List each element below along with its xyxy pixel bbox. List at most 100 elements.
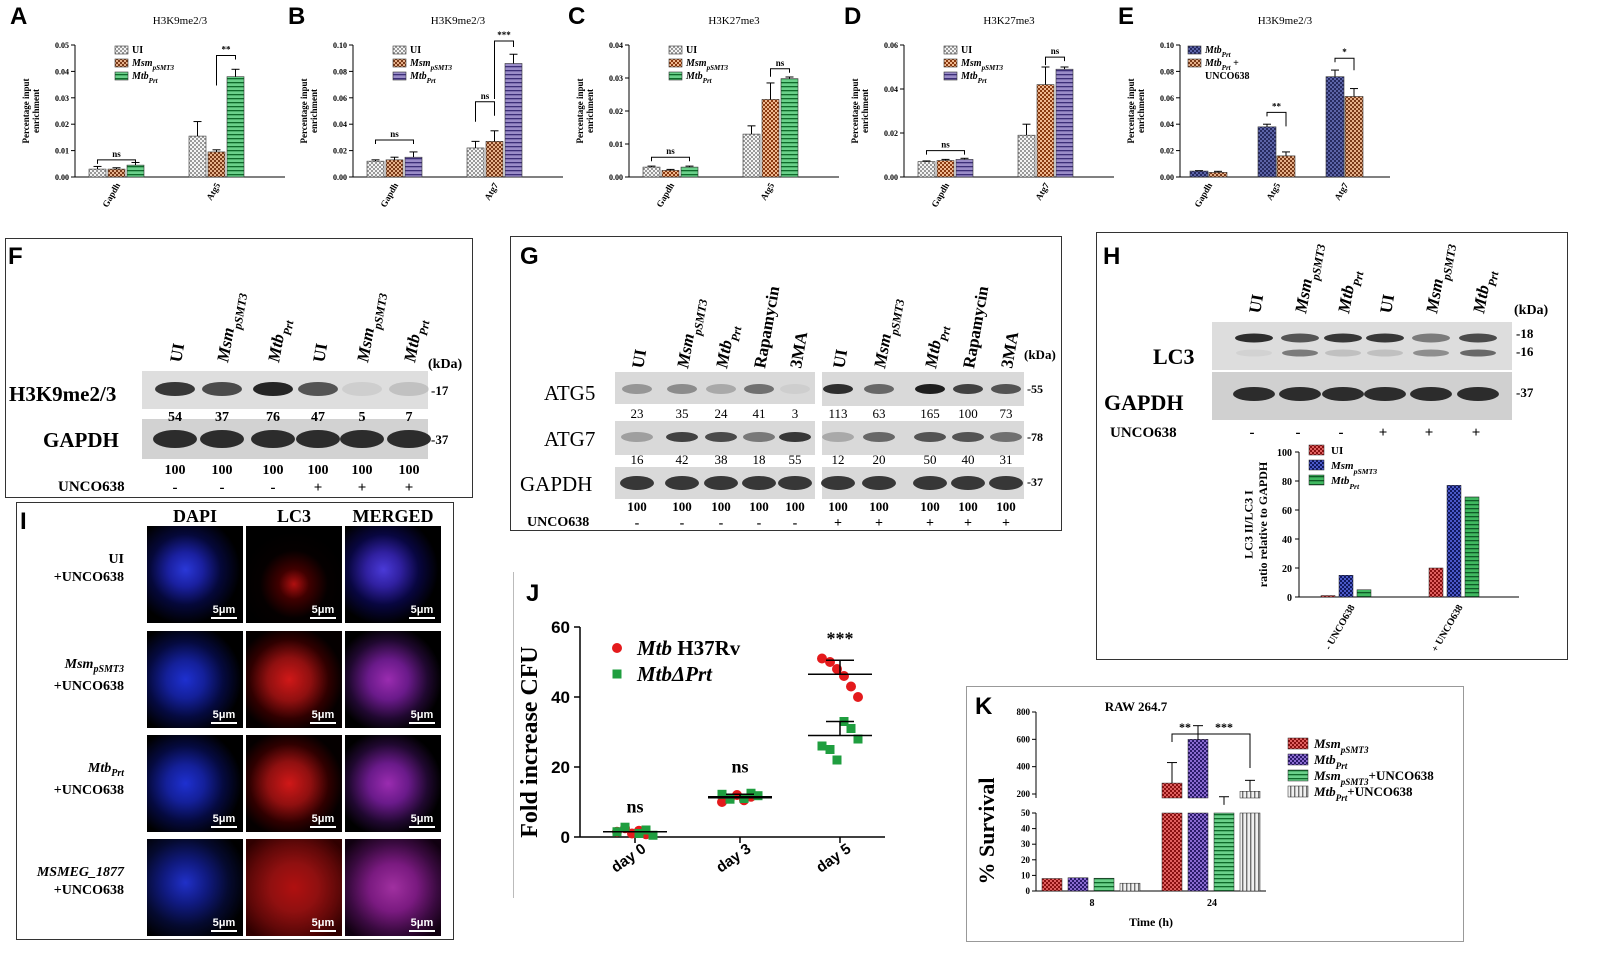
lane-label-text-part: UI (309, 341, 331, 363)
data-point-dprt (641, 825, 651, 835)
densitometry-value: 100 (920, 499, 940, 514)
micrograph: 5μm (246, 839, 342, 936)
g-lane-label: UI (628, 347, 650, 369)
y-tick-label: 800 (1017, 707, 1031, 717)
lane-label-text: MsmpSMT3 (1422, 241, 1459, 317)
scale-bar: 5μm (409, 604, 435, 619)
y-tick-label: 0 (561, 828, 570, 847)
h3k9-band (342, 382, 382, 396)
lc3-ii-band (1325, 349, 1361, 357)
scale-bar: 5μm (211, 709, 237, 724)
significance-bracket (926, 150, 965, 155)
y-tick-label: 0.04 (1160, 120, 1174, 129)
significance-label: *** (827, 629, 854, 649)
micrograph: 5μm (345, 839, 441, 936)
legend-label-part: Msm (1313, 768, 1341, 783)
atg7-band (743, 432, 775, 442)
scale-bar: 5μm (310, 604, 336, 619)
x-tick-label: day 0 (608, 840, 649, 876)
kda-marker: -37 (1027, 475, 1043, 489)
y-label-line: Percentage input (1126, 78, 1136, 143)
x-tick-label: Atg7 (482, 181, 500, 202)
legend-swatch (1187, 45, 1202, 55)
f-lane-label: MtbPrt (400, 319, 432, 365)
lane-label-text-part: 3MA (786, 329, 811, 369)
h-lane-label: MtbPrt (1469, 270, 1501, 316)
y-tick-label: 10 (1021, 870, 1031, 880)
legend-swatch (1187, 58, 1202, 68)
y-tick-label: 20 (1282, 564, 1292, 575)
densitometry-value: 54 (168, 410, 182, 425)
kda-marker: -78 (1027, 430, 1043, 444)
h-lane-label: MsmpSMT3 (1291, 243, 1328, 316)
legend-swatch (1287, 785, 1309, 798)
bar (1189, 170, 1209, 178)
bar-low-segment (1239, 812, 1261, 892)
densitometry-value: 24 (715, 406, 729, 421)
legend-label-part: +UNCO638 (1347, 784, 1413, 799)
y-label-line: Percentage input (850, 78, 860, 143)
panel-i: DAPI LC3 MERGED UI +UNCO638 5μm 5μm 5μm MsmpSMT3… (16, 502, 454, 940)
bar (226, 76, 245, 178)
densitometry-value: 5 (359, 410, 366, 425)
f-lane-label: UI (309, 341, 331, 363)
bar (207, 151, 226, 178)
data-point-h37rv (817, 653, 827, 664)
scale-bar-label: 5μm (212, 604, 236, 616)
legend-swatch (1308, 444, 1325, 456)
y-tick-label: 0.02 (1160, 147, 1174, 156)
lane-label-text-part: Msm (1422, 277, 1447, 316)
atg7-band (822, 432, 854, 442)
lane-label-text: MsmpSMT3 (673, 296, 710, 372)
panel-i-col-header: DAPI (173, 506, 217, 526)
x-tick-label: + UNCO638 (1430, 603, 1466, 654)
gapdh-band (1364, 387, 1406, 401)
bar (485, 141, 504, 178)
legend-swatch (1308, 474, 1325, 486)
row-label-name: Mtb (87, 760, 112, 776)
gapdh-band (387, 430, 431, 448)
f-lane-label: MtbPrt (264, 317, 296, 366)
scale-bar-line (211, 930, 237, 932)
lane-label-text: MtbPrt (264, 317, 296, 366)
legend-swatch (943, 58, 958, 68)
significance-label: ** (1179, 720, 1191, 734)
significance-label: ns (112, 149, 121, 159)
scale-bar-label: 5μm (311, 917, 335, 929)
panel-k-frame (966, 686, 1464, 942)
micrograph: 5μm (147, 631, 243, 728)
unco-sign: - (1339, 425, 1344, 441)
unco-sign: - (173, 480, 178, 496)
bar (404, 156, 423, 178)
row-label-treatment: +UNCO638 (53, 783, 124, 799)
scale-bar-label: 5μm (410, 917, 434, 929)
g-lane-label: 3MA (997, 329, 1022, 369)
kda-label: (kDa) (428, 357, 463, 372)
significance-bracket (770, 68, 790, 77)
row-label-treatment: +UNCO638 (53, 569, 124, 585)
significance-bracket (651, 156, 690, 162)
legend-label: MtbPrt (131, 71, 159, 85)
row-label-treatment: +UNCO638 (53, 882, 124, 898)
densitometry-value: 100 (828, 499, 848, 514)
gapdh-band (665, 476, 699, 490)
densitometry-value: 55 (789, 452, 802, 467)
legend-label: MtbPrt (409, 71, 437, 85)
lane-label-text-part: pSMT3 (690, 298, 710, 337)
x-tick-label: day 5 (813, 840, 854, 876)
x-tick-label: Gapdh (378, 181, 400, 209)
panel-label-i: I (20, 508, 27, 535)
kda-marker: -37 (1516, 385, 1534, 400)
scale-bar-label: 5μm (311, 604, 335, 616)
legend-swatch (1308, 459, 1325, 471)
legend-label-part: Mtb (1313, 784, 1336, 799)
g-lane-label: Rapamycin (959, 284, 992, 370)
legend-swatch (943, 45, 958, 55)
y-tick-label: 0.06 (884, 41, 898, 50)
gapdh-band (1410, 387, 1452, 401)
significance-bracket (216, 55, 236, 86)
bar (107, 168, 126, 178)
scale-bar: 5μm (310, 917, 336, 932)
legend-label-part: Msm (960, 58, 982, 69)
